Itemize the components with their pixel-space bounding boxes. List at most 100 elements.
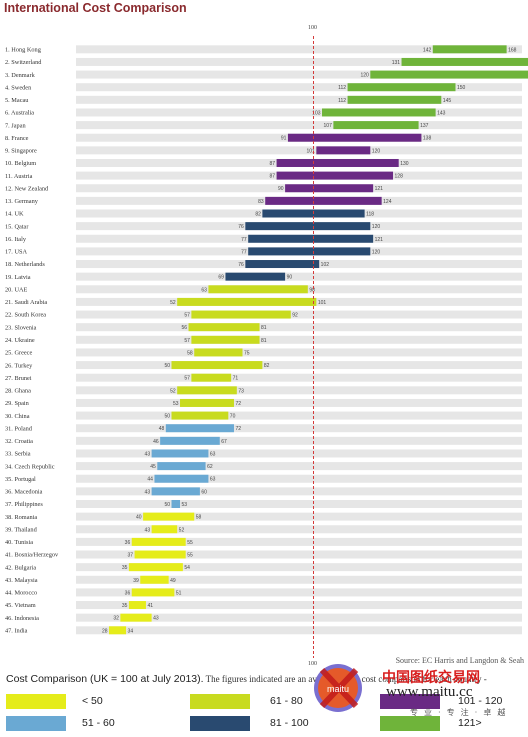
low-value-label: 36 [125,590,131,596]
country-label: 20. UAE [5,286,28,293]
row-track [76,626,522,635]
high-value-label: 121 [375,237,384,243]
high-value-label: 62 [207,464,213,470]
low-value-label: 91 [281,136,287,142]
high-value-label: 120 [372,249,381,255]
low-value-label: 48 [159,426,165,432]
country-label: 42. Bulgaria [5,564,36,571]
row-track [76,323,522,332]
low-value-label: 76 [238,262,244,268]
row-track [76,424,522,433]
high-value-label: 101 [318,300,327,306]
high-value-label: 150 [457,85,466,91]
row-track [76,121,522,130]
high-value-label: 90 [287,275,293,281]
row-track [76,474,522,483]
row-track [76,310,522,319]
country-label: 36. Macedonia [5,489,43,496]
country-label: 44. Morocco [5,590,37,597]
low-value-label: 77 [241,249,247,255]
country-label: 22. South Korea [5,312,46,319]
country-label: 21. Saudi Arabia [5,299,47,306]
low-value-label: 35 [122,565,128,571]
row-track [76,272,522,281]
cost-range-bar [151,525,178,534]
low-value-label: 36 [125,540,131,546]
country-label: 11. Austria [5,173,33,180]
watermark-url: www.maitu.cc [386,684,473,700]
low-value-label: 120 [360,73,369,79]
row-track [76,588,522,597]
legend-swatch [6,694,66,709]
high-value-label: 130 [400,161,409,167]
cost-range-bar [151,449,209,458]
country-label: 28. Ghana [5,388,31,395]
row-track [76,386,522,395]
high-value-label: 63 [210,477,216,483]
source-note: Source: EC Harris and Langdon & Seah [395,656,524,665]
country-label: 25. Greece [5,350,32,357]
cost-range-bar [287,133,422,142]
country-label: 24. Ukraine [5,337,35,344]
reference-label-bottom: 100 [308,661,317,667]
legend-heading: Cost Comparison (UK = 100 at July 2013). [6,673,204,685]
country-label: 39. Thailand [5,526,38,533]
row-track [76,398,522,407]
cost-range-bar [177,297,317,306]
country-label: 19. Latvia [5,274,31,281]
low-value-label: 87 [270,174,276,180]
country-label: 16. Italy [5,236,27,243]
high-value-label: 43 [153,616,159,622]
cost-range-bar [160,436,220,445]
low-value-label: 112 [338,85,346,91]
low-value-label: 82 [255,212,261,218]
country-label: 31. Poland [5,425,33,432]
low-value-label: 40 [136,515,142,521]
country-label: 45. Vietnam [5,602,36,609]
high-value-label: 54 [184,565,190,571]
maitu-logo-badge: maitu [314,664,362,712]
high-value-label: 72 [235,426,241,432]
cost-range-bar [194,348,243,357]
country-label: 3. Denmark [5,72,36,79]
row-track [76,487,522,496]
cost-range-bar [245,260,320,269]
high-value-label: 143 [437,110,446,116]
cost-range-bar [131,588,175,597]
low-value-label: 35 [122,603,128,609]
high-value-label: 63 [210,451,216,457]
cost-range-bar [151,487,200,496]
low-value-label: 76 [238,224,244,230]
row-track [76,550,522,559]
cost-range-bar [191,310,291,319]
low-value-label: 43 [145,527,151,533]
high-value-label: 51 [176,590,182,596]
legend-label: 51 - 60 [82,717,115,729]
cost-range-bar [401,57,528,66]
low-value-label: 56 [181,325,187,331]
cost-range-bar [432,45,507,54]
high-value-label: 120 [372,148,381,154]
low-value-label: 63 [201,287,207,293]
country-label: 14. UK [5,211,24,218]
country-label: 27. Brunei [5,375,32,382]
high-value-label: 118 [366,212,374,218]
legend-swatch [190,716,250,731]
row-track [76,575,522,584]
row-track [76,462,522,471]
watermark-title: 中国图纸交易网 [382,669,480,685]
country-label: 23. Slovenia [5,324,37,331]
high-value-label: 138 [423,136,432,142]
country-label: 15. Qatar [5,223,29,230]
low-value-label: 52 [170,300,176,306]
cost-range-bar [171,411,229,420]
country-label: 47. India [5,627,28,634]
row-track [76,348,522,357]
cost-range-bar [225,272,286,281]
country-label: 6. Australia [5,110,34,117]
high-value-label: 120 [372,224,381,230]
country-label: 9. Singapore [5,148,37,155]
country-label: 41. Bosnia/Herzegov [5,552,59,559]
cost-range-bar [285,184,374,193]
row-track [76,436,522,445]
